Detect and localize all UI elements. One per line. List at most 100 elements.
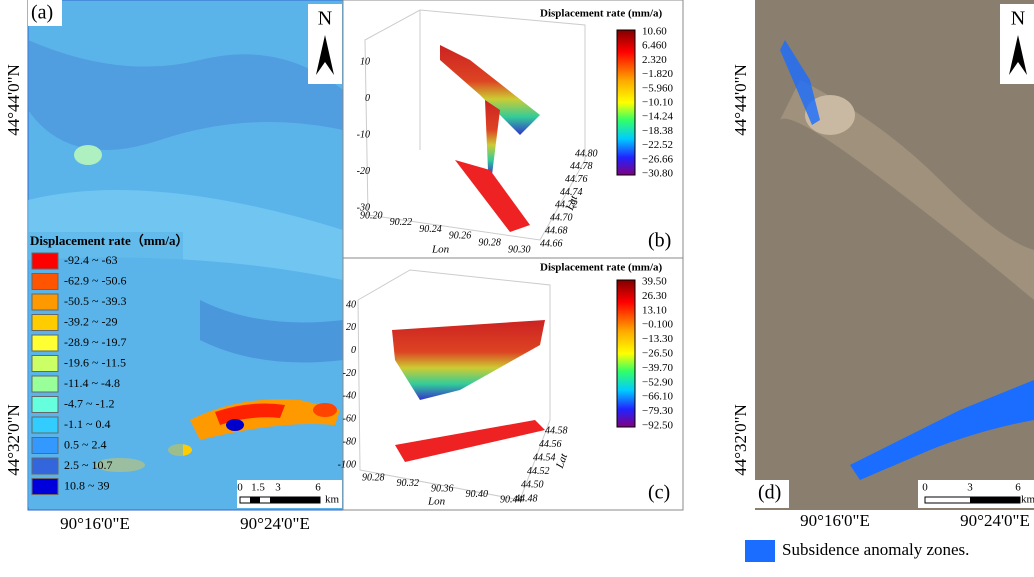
- legend-label: -4.7 ~ -1.2: [64, 396, 114, 410]
- panel-b: [342, 0, 684, 259]
- legend-title: Displacement rate（mm/a）: [30, 233, 189, 248]
- colorbar-tick: −1.820: [642, 68, 673, 80]
- colorbar-tick: 13.10: [642, 304, 667, 316]
- z-tick: 0: [365, 93, 370, 104]
- subsidence: [313, 403, 337, 417]
- colorbar-tick: −14.24: [642, 111, 673, 123]
- colorbar-tick: 26.30: [642, 290, 667, 302]
- z-tick: -40: [343, 391, 356, 402]
- colorbar-tick: 10.60: [642, 26, 667, 38]
- legend-label: -28.9 ~ -19.7: [64, 335, 126, 349]
- legend-swatch: [31, 273, 59, 290]
- legend-swatch: [31, 334, 59, 352]
- y-tick: 44.70: [550, 213, 573, 224]
- z-tick: -20: [357, 166, 370, 177]
- z-tick: -10: [357, 129, 370, 140]
- x-tick: 90.28: [362, 472, 385, 483]
- colorbar: [616, 29, 636, 176]
- panel-d: [745, 0, 1034, 562]
- z-tick: 0: [351, 345, 356, 356]
- y-tick: 44.76: [565, 174, 588, 185]
- legend-swatch: [31, 252, 59, 270]
- y-tick: 44.80: [575, 148, 598, 159]
- legend-swatch: [31, 293, 59, 311]
- legend-swatch: [31, 314, 59, 331]
- z-tick: 40: [346, 299, 356, 310]
- x-tick: 90.44: [500, 494, 523, 505]
- colorbar-tick: −10.10: [642, 97, 673, 109]
- colorbar-tick: −30.80: [642, 168, 673, 180]
- legend-swatch: [31, 437, 59, 454]
- scale-bar: [970, 497, 1020, 503]
- scale-label: 0: [922, 482, 928, 494]
- colorbar-title: Displacement rate (mm/a): [540, 262, 663, 274]
- map-texture: [28, 40, 343, 150]
- lon-label: 90°24'0"E: [960, 511, 1030, 530]
- colorbar-tick: 2.320: [642, 54, 667, 66]
- colorbar: [616, 279, 636, 428]
- surface: [440, 45, 540, 135]
- north-label: N: [1011, 8, 1025, 30]
- colorbar-tick: 6.460: [642, 40, 667, 52]
- x-tick: 90.22: [390, 217, 413, 228]
- legend-label: -19.6 ~ -11.5: [64, 355, 126, 369]
- legend-swatch: [31, 478, 59, 495]
- north-arrow: [1009, 35, 1027, 75]
- x-axis-label: Lon: [431, 244, 450, 256]
- panel-label: (d): [758, 482, 781, 504]
- scale-label: 3: [967, 482, 973, 494]
- y-tick: 44.66: [540, 238, 563, 249]
- colorbar-tick: −79.30: [642, 405, 673, 417]
- lon-label: 90°16'0"E: [60, 514, 130, 533]
- label-bg: [755, 480, 789, 508]
- colorbar-tick: 39.50: [642, 276, 667, 288]
- north-label: N: [318, 8, 332, 30]
- x-tick: 90.20: [360, 210, 383, 221]
- north-arrow: [316, 35, 334, 75]
- z-tick: -20: [343, 368, 356, 379]
- colorbar-tick: −26.66: [642, 153, 673, 165]
- x-tick: 90.26: [449, 231, 472, 242]
- legend-swatch: [31, 457, 59, 475]
- x-tick: 90.24: [419, 224, 442, 235]
- y-tick: 44.56: [539, 439, 562, 450]
- scale-label: 0: [237, 482, 243, 494]
- label-bg: [28, 0, 62, 26]
- y-tick: 44.68: [545, 225, 568, 236]
- legend-label: -62.9 ~ -50.6: [64, 273, 126, 287]
- y-tick: 44.54: [533, 452, 556, 463]
- lat-label: 44°32'0"N: [731, 404, 750, 476]
- lon-label: 90°16'0"E: [800, 511, 870, 530]
- subsidence: [780, 40, 820, 125]
- colorbar-tick: −13.30: [642, 333, 673, 345]
- colorbar-tick: −26.50: [642, 348, 673, 360]
- scale-unit: km: [1021, 494, 1034, 506]
- surface: [485, 100, 500, 175]
- y-tick: 44.78: [570, 161, 593, 172]
- lat-label: 44°44'0"N: [4, 64, 23, 136]
- y-tick: 44.52: [527, 466, 550, 477]
- legend-label: -50.5 ~ -39.3: [64, 294, 126, 308]
- legend-label: -1.1 ~ 0.4: [64, 417, 111, 431]
- scale-label: 6: [315, 482, 321, 494]
- legend-swatch: [31, 375, 59, 393]
- scale-label: 6: [1015, 482, 1021, 494]
- scale-label: 1.5: [251, 482, 265, 494]
- z-tick: 10: [360, 56, 370, 67]
- map-texture: [74, 145, 102, 165]
- lat-label: 44°32'0"N: [4, 404, 23, 476]
- image-texture: [780, 80, 1034, 300]
- z-tick: -100: [338, 459, 356, 470]
- colorbar-tick: −5.960: [642, 82, 673, 94]
- y-tick: 44.72: [555, 200, 578, 211]
- legend-label: -92.4 ~ -63: [64, 253, 117, 267]
- colorbar-tick: −66.10: [642, 391, 673, 403]
- legend-label: -11.4 ~ -4.8: [64, 376, 120, 390]
- z-tick: 20: [346, 322, 356, 333]
- scale-bar: [270, 497, 320, 503]
- y-tick: 44.48: [515, 493, 538, 504]
- colorbar-tick: −52.90: [642, 376, 673, 388]
- colorbar-tick: −92.50: [642, 420, 673, 432]
- scale-label: 3: [275, 482, 281, 494]
- legend-label: Subsidence anomaly zones.: [782, 540, 969, 559]
